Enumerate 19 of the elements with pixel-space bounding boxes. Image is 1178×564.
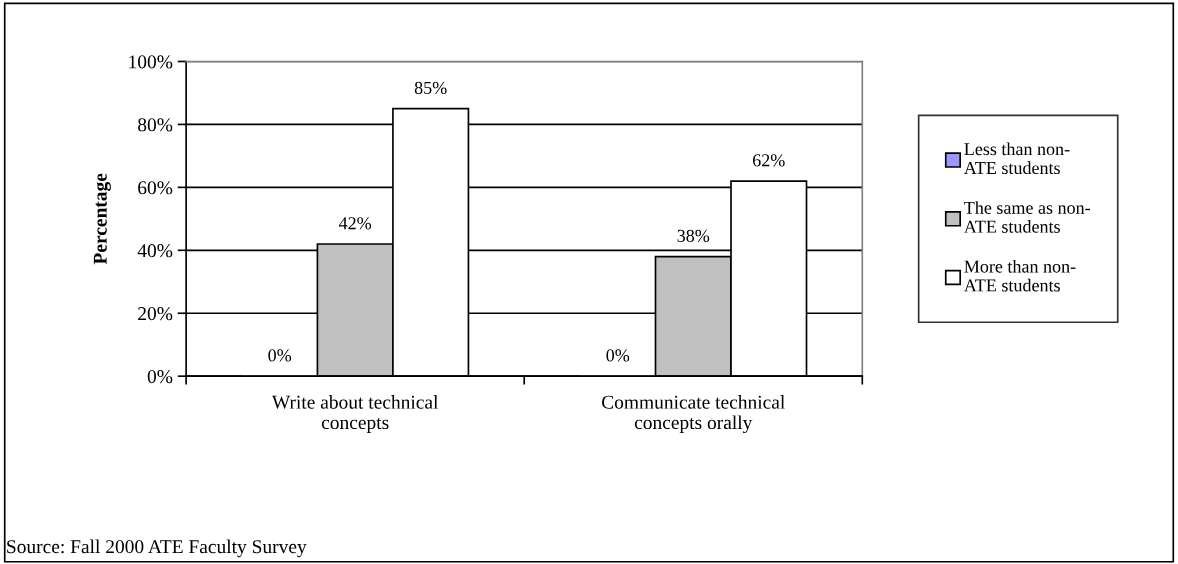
y-axis-title: Percentage (93, 173, 111, 265)
legend-label: More than non-ATE students (963, 259, 1076, 292)
data-label: 38% (677, 229, 710, 242)
data-label: 62% (752, 154, 785, 167)
x-tick-label: Write about technical concepts (271, 395, 439, 434)
x-tick-label: Communicate technical concepts orally (601, 395, 785, 434)
y-tick-label: 20% (138, 307, 173, 321)
data-label: 85% (414, 81, 447, 95)
legend-label: The same as non-ATE students (963, 201, 1090, 233)
y-tick-label: 40% (137, 244, 173, 258)
y-tick-label: 0% (147, 370, 173, 384)
source-note: Source: Fall 2000 ATE Faculty Survey (7, 539, 307, 558)
data-label: 0% (268, 349, 292, 362)
data-label: 0% (606, 349, 630, 362)
y-tick-label: 60% (138, 181, 173, 195)
y-tick-label: 80% (138, 118, 173, 132)
y-tick-label: 100% (129, 55, 173, 69)
data-label: 42% (338, 217, 372, 230)
legend-label: Less than non-ATE students (963, 142, 1070, 175)
